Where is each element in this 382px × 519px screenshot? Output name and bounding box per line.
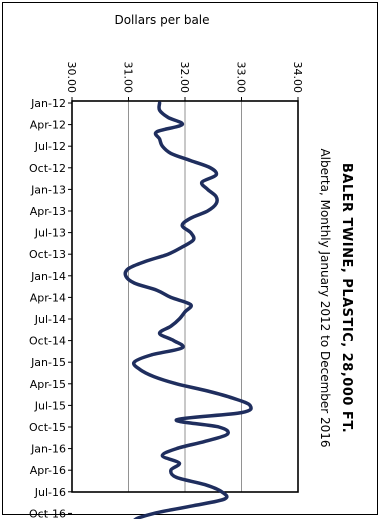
series-line xyxy=(123,101,253,519)
date-axis-ticks: Jan-12 Apr-12 Jul-12 Oct-12 Jan-13 Apr-13 Jul-… xyxy=(29,97,72,519)
value-tick-label: 33.00 xyxy=(235,62,248,94)
date-tick-label: Apr-15 xyxy=(30,378,66,391)
date-tick-label: Jan-15 xyxy=(30,356,66,369)
date-tick-label: Apr-13 xyxy=(30,205,66,218)
y-axis-label: Dollars per bale xyxy=(114,13,209,27)
series-layer xyxy=(123,101,253,519)
date-tick-label: Oct-15 xyxy=(29,421,66,434)
value-tick-label: 31.00 xyxy=(122,62,135,94)
value-axis-ticks: 30.00 31.00 32.00 33.00 34.00 xyxy=(65,62,304,101)
date-tick-label: Oct-13 xyxy=(29,248,66,261)
date-tick-label: Jan-12 xyxy=(30,97,66,110)
grid-lines xyxy=(128,101,242,492)
date-tick-label: Jan-13 xyxy=(30,183,66,196)
value-tick-label: 34.00 xyxy=(291,62,304,94)
chart-frame xyxy=(2,2,378,515)
date-tick-label: Jan-14 xyxy=(30,270,66,283)
date-tick-label: Apr-16 xyxy=(30,464,66,477)
date-tick-label: Jan-16 xyxy=(30,443,66,456)
value-tick-label: 30.00 xyxy=(65,62,78,94)
date-tick-label: Oct-14 xyxy=(29,335,66,348)
date-tick-label: Apr-12 xyxy=(30,119,66,132)
date-tick-label: Jul-13 xyxy=(34,227,66,240)
date-tick-label: Jul-15 xyxy=(34,399,66,412)
date-tick-label: Jul-12 xyxy=(34,140,66,153)
date-tick-label: Oct-12 xyxy=(29,162,66,175)
date-tick-label: Oct-16 xyxy=(29,507,66,519)
chart-subtitle: Alberta, Monthly January 2012 to Decembe… xyxy=(318,148,332,447)
date-tick-label: Jul-14 xyxy=(34,313,66,326)
date-tick-label: Jul-16 xyxy=(34,486,66,499)
date-tick-label: Apr-14 xyxy=(30,291,66,304)
chart-title: BALER TWINE, PLASTIC, 28,000 FT. xyxy=(339,163,354,433)
value-tick-label: 32.00 xyxy=(178,62,191,94)
